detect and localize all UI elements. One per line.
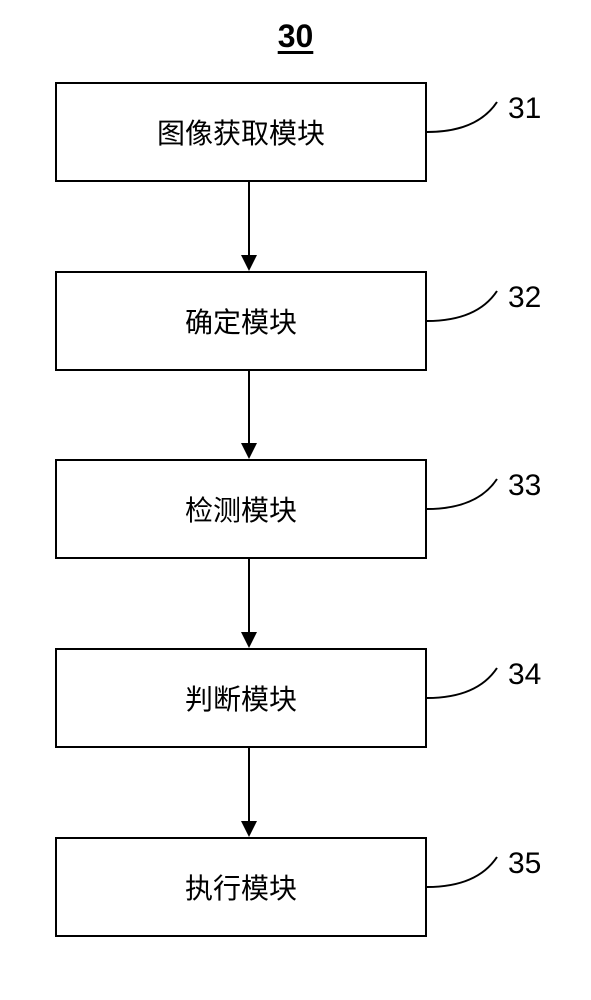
node-reference-label: 33	[508, 469, 541, 503]
flow-node-determination: 确定模块	[55, 271, 427, 371]
flow-node-judgment: 判断模块	[55, 648, 427, 748]
flow-node-detection: 检测模块	[55, 459, 427, 559]
flow-node-label: 图像获取模块	[157, 112, 325, 152]
node-reference-label: 31	[508, 92, 541, 126]
flow-node-label: 判断模块	[185, 678, 297, 718]
flow-arrow	[237, 371, 261, 459]
node-reference-label: 35	[508, 847, 541, 881]
flow-arrow	[237, 182, 261, 271]
flow-arrow	[237, 559, 261, 648]
flow-node-execution: 执行模块	[55, 837, 427, 937]
flow-node-image-acquisition: 图像获取模块	[55, 82, 427, 182]
flow-arrow	[237, 748, 261, 837]
flow-node-label: 执行模块	[185, 867, 297, 907]
flow-node-label: 检测模块	[185, 489, 297, 529]
flow-node-label: 确定模块	[185, 301, 297, 341]
node-reference-label: 34	[508, 658, 541, 692]
flowchart-diagram: 30 图像获取模块 31 确定模块 32 检测模块 33 判断模块	[0, 0, 591, 1000]
node-reference-label: 32	[508, 281, 541, 315]
diagram-title: 30	[278, 18, 314, 55]
